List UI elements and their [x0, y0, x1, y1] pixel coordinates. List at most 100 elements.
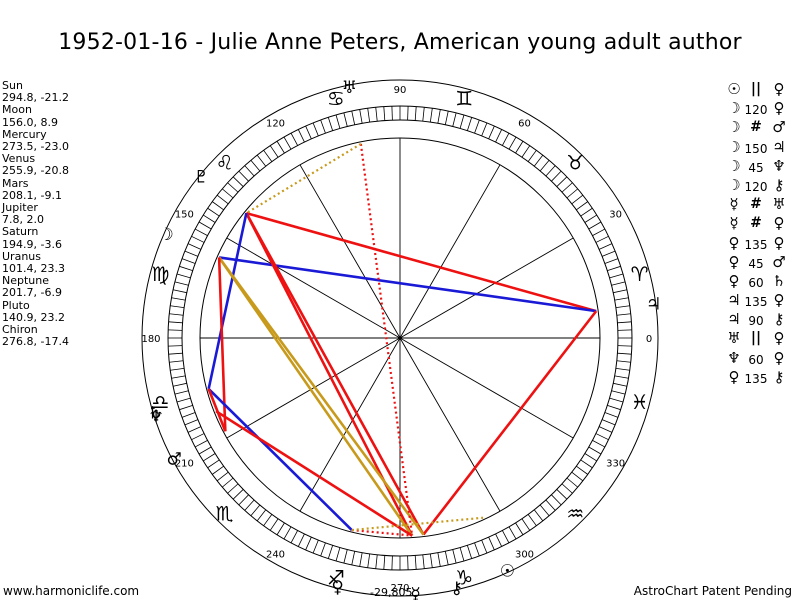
degree-tick [481, 122, 488, 137]
aspect-type: 60 [748, 275, 764, 290]
aspect-line [218, 256, 597, 313]
degree-tick [187, 243, 202, 250]
degree-tick [609, 397, 624, 403]
aspect-row: ♃ 90 ⚷ [726, 310, 798, 329]
zodiac-sign-glyph: ♎ [151, 390, 169, 414]
degree-tick [488, 125, 495, 140]
degree-tick [198, 221, 212, 230]
degree-tick [607, 404, 621, 411]
aspect-type: 150 [744, 141, 768, 156]
degree-tick [616, 360, 631, 363]
degree-tick [604, 258, 619, 264]
degree-label: 240 [266, 550, 285, 561]
patent-notice: AstroChart Patent Pending [633, 584, 792, 598]
aspect-planet-1-glyph: ☽ [727, 175, 741, 194]
degree-tick [422, 107, 425, 122]
degree-tick [459, 114, 465, 129]
planet-glyph: ♀ [331, 577, 343, 597]
degree-tick [515, 141, 524, 154]
aspect-row: ♆ 60 ♀ [726, 349, 798, 368]
aspect-row: ☽ 45 ♆ [726, 157, 798, 176]
degree-tick [580, 459, 593, 469]
planet-coords: 140.9, 23.2 [2, 310, 65, 324]
degree-label: 210 [175, 459, 194, 470]
degree-tick [616, 313, 631, 316]
degree-tick [556, 489, 568, 500]
planet-glyph: ☽ [159, 225, 174, 245]
degree-tick [611, 390, 626, 395]
degree-tick [588, 221, 602, 230]
degree-tick [551, 170, 562, 182]
planet-coords: 273.5, -23.0 [2, 140, 69, 154]
degree-tick [305, 536, 312, 551]
degree-tick [227, 483, 239, 494]
aspect-planet-1-glyph: ♃ [727, 291, 741, 310]
degree-tick [566, 477, 578, 488]
aspect-line [245, 211, 597, 313]
website-link[interactable]: www.harmoniclife.com [3, 584, 140, 598]
degree-tick [444, 551, 449, 566]
degree-tick [244, 499, 255, 511]
aspect-row: ☿ # ♅ [726, 195, 798, 214]
degree-tick [335, 547, 341, 562]
degree-tick [169, 360, 184, 363]
degree-tick [495, 533, 503, 547]
planet-name: Mercury [2, 127, 47, 141]
planet-glyph: ♅ [342, 78, 357, 98]
aspect-type: 135 [744, 371, 768, 386]
aspect-planet-2-glyph: ⚷ [773, 175, 785, 194]
degree-label: 60 [518, 118, 531, 129]
planet-glyph: ♄ [147, 403, 162, 423]
aspect-planet-2-glyph: ♀ [773, 99, 785, 118]
degree-tick [615, 305, 630, 309]
planet-glyph: ♃ [646, 294, 661, 314]
degree-tick [359, 552, 363, 567]
planet-name: Pluto [2, 298, 30, 312]
aspect-line [215, 410, 413, 537]
aspect-line [207, 387, 353, 531]
degree-tick [598, 243, 613, 250]
aspect-planet-1-glyph: ♃ [727, 310, 741, 329]
degree-tick [521, 518, 531, 531]
aspect-line [207, 388, 227, 432]
aspect-planet-2-glyph: ♂ [772, 252, 786, 271]
degree-tick [571, 194, 584, 205]
degree-tick [203, 214, 216, 223]
aspect-type: 90 [748, 314, 764, 329]
degree-tick [508, 136, 517, 150]
planet-coords: 294.8, -21.2 [2, 91, 69, 105]
degree-tick [170, 367, 185, 371]
aspect-planet-1-glyph: ☿ [729, 214, 739, 233]
aspect-planet-2-glyph: ♃ [772, 137, 786, 156]
wheel-spoke [399, 164, 501, 339]
degree-tick [615, 367, 630, 371]
degree-tick [495, 129, 503, 143]
degree-tick [466, 117, 473, 131]
aspect-list: ☉ || ♀ ☽ 120 ♀ ☽ # ♂ ☽ 150 ♃ ☽ 45 ♆ ☽ 120 ⚷ ☿ # ♅ ☿ # ♀ ♀ 135 ♀ ♀ 45… [726, 80, 798, 387]
degree-tick [613, 289, 628, 294]
footer-value: -29,805 [370, 586, 413, 599]
aspect-row: ☉ || ♀ [726, 80, 798, 99]
degree-label: 270 [390, 583, 409, 594]
degree-tick [238, 494, 249, 506]
aspect-row: ♀ 60 ♄ [726, 272, 798, 291]
degree-tick [556, 176, 568, 187]
degree-tick [283, 526, 292, 540]
degree-tick [375, 107, 378, 122]
planet-coords: 194.9, -3.6 [2, 237, 62, 251]
degree-tick [256, 154, 267, 167]
degree-tick [359, 109, 363, 124]
degree-tick [527, 150, 537, 162]
aspect-planet-2-glyph: ♀ [773, 329, 785, 348]
planet-name: Venus [2, 152, 36, 166]
degree-tick [305, 125, 312, 140]
planet-glyph: ⚷ [450, 579, 462, 599]
planet-name: Jupiter [2, 201, 38, 215]
degree-tick [595, 433, 609, 441]
aspect-planet-1-glyph: ♀ [728, 367, 740, 386]
degree-tick [184, 250, 199, 257]
outer-circle [141, 79, 659, 597]
degree-tick [250, 504, 261, 516]
degree-tick [444, 110, 449, 125]
aspect-planet-1-glyph: ☽ [727, 156, 741, 175]
